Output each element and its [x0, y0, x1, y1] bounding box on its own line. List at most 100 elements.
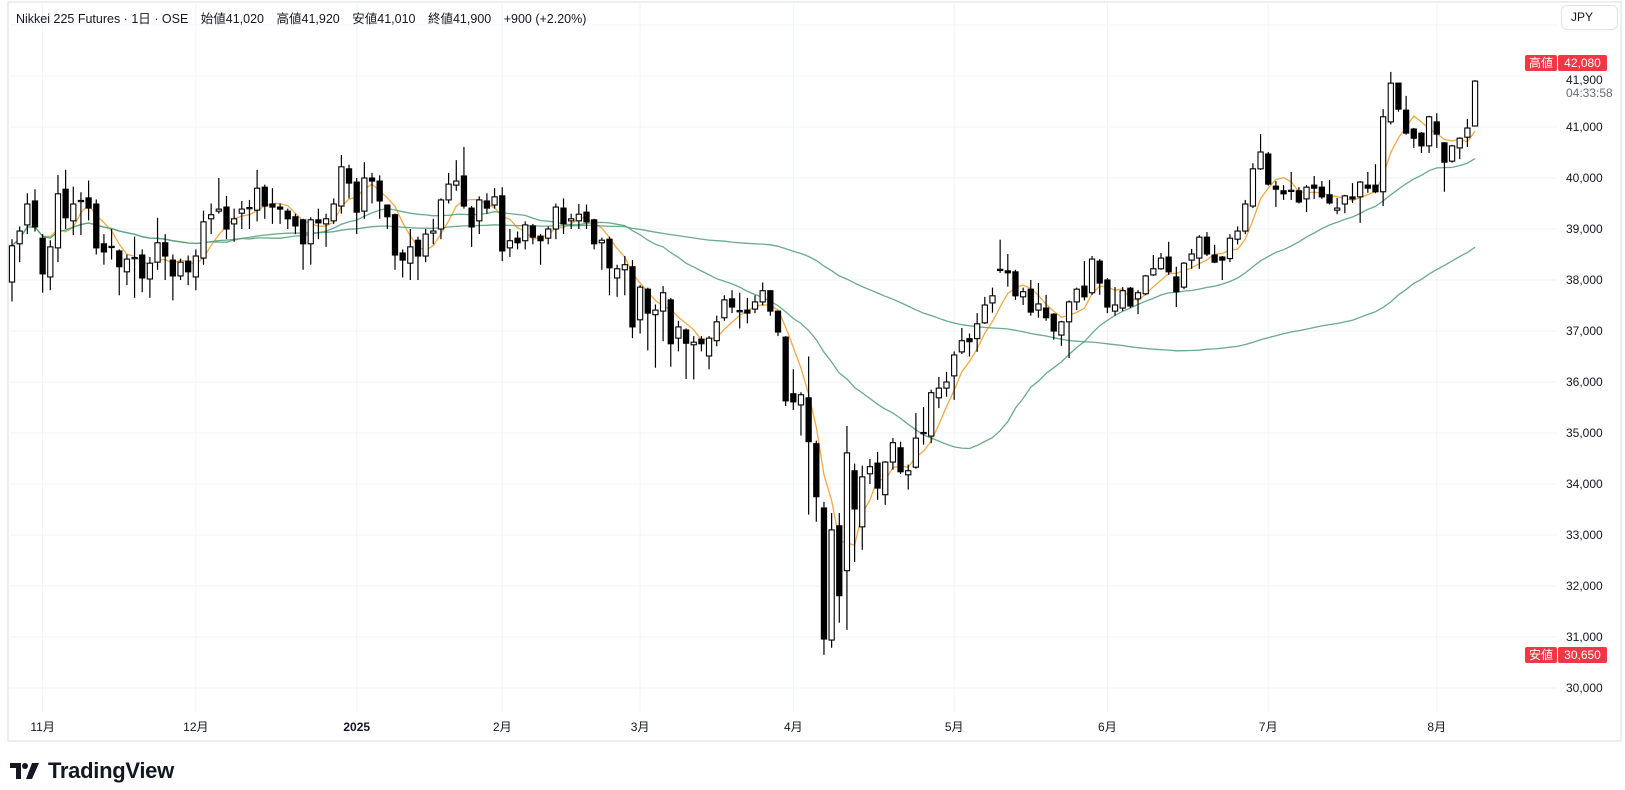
candle[interactable]: [1211, 244, 1218, 264]
candle[interactable]: [123, 254, 131, 286]
candle[interactable]: [1188, 248, 1195, 269]
candle[interactable]: [805, 356, 812, 515]
candle[interactable]: [1073, 287, 1080, 311]
currency-button[interactable]: JPY: [1561, 5, 1618, 30]
candle[interactable]: [146, 257, 154, 298]
candle[interactable]: [882, 461, 889, 505]
candle[interactable]: [1180, 262, 1188, 290]
candle[interactable]: [943, 371, 950, 397]
candle[interactable]: [1433, 113, 1440, 148]
candle[interactable]: [215, 178, 222, 214]
candle[interactable]: [460, 146, 468, 209]
candle[interactable]: [1418, 132, 1425, 154]
candle[interactable]: [598, 237, 605, 270]
candle[interactable]: [552, 203, 560, 240]
candle[interactable]: [820, 501, 828, 655]
candle[interactable]: [1035, 283, 1042, 318]
candle[interactable]: [751, 295, 759, 314]
candle[interactable]: [836, 513, 843, 623]
candle[interactable]: [843, 425, 851, 630]
candle[interactable]: [629, 260, 636, 339]
candle[interactable]: [1249, 163, 1257, 209]
candle[interactable]: [468, 206, 475, 247]
candle[interactable]: [1341, 194, 1348, 214]
candle[interactable]: [568, 213, 575, 229]
candle[interactable]: [384, 204, 391, 229]
candle[interactable]: [1157, 252, 1165, 270]
candle[interactable]: [1402, 95, 1410, 135]
candle[interactable]: [422, 229, 429, 263]
candle[interactable]: [958, 327, 965, 354]
candle[interactable]: [621, 256, 628, 296]
candle[interactable]: [545, 226, 552, 245]
candle[interactable]: [759, 282, 766, 306]
candle[interactable]: [928, 389, 935, 444]
candle[interactable]: [1372, 164, 1379, 194]
candle[interactable]: [721, 295, 728, 321]
candle[interactable]: [1257, 134, 1264, 170]
candle[interactable]: [177, 258, 184, 280]
candle[interactable]: [920, 406, 927, 445]
candle[interactable]: [1265, 151, 1272, 186]
candle[interactable]: [1219, 256, 1226, 280]
candle[interactable]: [736, 292, 743, 329]
candle[interactable]: [1111, 287, 1119, 316]
candle[interactable]: [1119, 287, 1126, 312]
candle[interactable]: [345, 164, 353, 199]
candle[interactable]: [1226, 234, 1234, 263]
candle[interactable]: [307, 217, 314, 265]
candle[interactable]: [1050, 313, 1057, 340]
candle[interactable]: [223, 195, 230, 240]
candle[interactable]: [1295, 187, 1303, 204]
candle[interactable]: [376, 175, 383, 219]
candle[interactable]: [1104, 277, 1111, 314]
candle[interactable]: [200, 210, 207, 265]
candle[interactable]: [437, 198, 445, 240]
candle[interactable]: [131, 236, 138, 298]
candle[interactable]: [208, 203, 215, 235]
candle[interactable]: [575, 204, 582, 229]
candle[interactable]: [491, 188, 498, 209]
candle[interactable]: [1173, 266, 1180, 308]
candle[interactable]: [583, 204, 590, 229]
candle[interactable]: [16, 226, 23, 263]
candle[interactable]: [54, 174, 62, 263]
candle[interactable]: [1065, 300, 1073, 359]
candle[interactable]: [430, 218, 437, 245]
candle[interactable]: [537, 234, 544, 265]
symbol-title[interactable]: Nikkei 225 Futures · 1日 · OSE: [16, 12, 189, 26]
candle[interactable]: [368, 172, 376, 204]
candle[interactable]: [744, 297, 751, 324]
candle[interactable]: [269, 188, 276, 224]
candle[interactable]: [185, 255, 192, 286]
candle[interactable]: [859, 465, 866, 550]
candle[interactable]: [1448, 144, 1456, 163]
candle[interactable]: [1288, 171, 1295, 200]
time-axis[interactable]: 11月 12月 2025 2月 3月 4月 5月 6月 7月 8月: [30, 720, 1446, 734]
candle[interactable]: [774, 310, 782, 337]
candle[interactable]: [828, 513, 835, 648]
candle[interactable]: [966, 333, 973, 357]
candle[interactable]: [682, 328, 690, 379]
candle[interactable]: [169, 254, 177, 301]
candle[interactable]: [797, 392, 805, 436]
candle[interactable]: [499, 187, 506, 262]
candle[interactable]: [230, 208, 238, 242]
candle[interactable]: [652, 304, 659, 368]
candle[interactable]: [238, 200, 245, 229]
candle[interactable]: [636, 285, 644, 334]
candle[interactable]: [330, 198, 337, 224]
candle[interactable]: [1379, 109, 1387, 207]
tradingview-logo[interactable]: TradingView: [10, 758, 174, 784]
candle[interactable]: [813, 440, 820, 522]
candle[interactable]: [453, 160, 460, 191]
candle[interactable]: [1410, 128, 1417, 148]
candle[interactable]: [162, 234, 169, 280]
candle[interactable]: [1326, 180, 1333, 205]
candle[interactable]: [1019, 287, 1027, 305]
candle[interactable]: [728, 290, 736, 314]
candle[interactable]: [1357, 181, 1364, 223]
candle[interactable]: [1203, 232, 1211, 257]
candle[interactable]: [935, 376, 943, 409]
